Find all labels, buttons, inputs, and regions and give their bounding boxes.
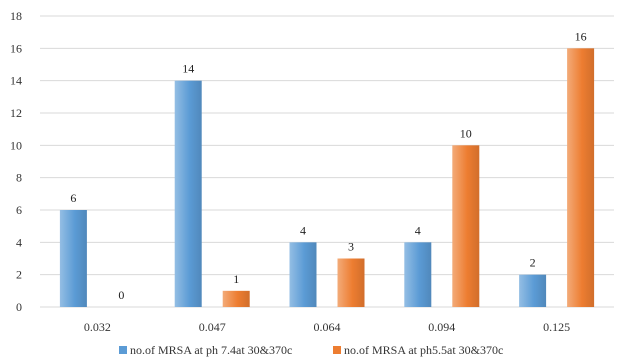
- x-tick-label: 0.064: [314, 320, 341, 334]
- y-tick-label: 2: [16, 268, 22, 282]
- bar-ph5-5-0.047: [222, 290, 250, 307]
- bar-ph7-4-0.047: [174, 80, 202, 308]
- bar-ph7-4-0.094: [404, 242, 432, 307]
- y-tick-label: 8: [16, 171, 22, 185]
- x-tick-label: 0.032: [84, 320, 111, 334]
- bar-ph5-5-0.125: [567, 48, 595, 307]
- y-tick-label: 16: [10, 41, 22, 55]
- data-label: 14: [182, 62, 194, 76]
- data-label: 2: [530, 256, 536, 270]
- data-label: 4: [415, 223, 421, 237]
- data-label: 16: [575, 29, 587, 43]
- x-tick-label: 0.094: [428, 320, 455, 334]
- y-tick-label: 6: [16, 203, 22, 217]
- legend-swatch: [119, 346, 127, 354]
- bars: [59, 48, 595, 308]
- data-label: 1: [233, 272, 239, 286]
- legend-swatch: [333, 346, 341, 354]
- bar-ph5-5-0.094: [452, 145, 480, 307]
- data-label: 0: [118, 288, 124, 302]
- grid-lines: [40, 15, 614, 308]
- legend-label: no.of MRSA at ph5.5at 30&370c: [344, 343, 503, 357]
- bar-ph5-5-0.064: [337, 258, 365, 307]
- y-tick-label: 14: [10, 74, 22, 88]
- data-label: 10: [460, 126, 472, 140]
- y-tick-label: 4: [16, 235, 22, 249]
- bar-ph7-4-0.125: [519, 274, 547, 307]
- y-tick-label: 12: [10, 106, 22, 120]
- data-label: 4: [300, 223, 306, 237]
- y-tick-label: 10: [10, 138, 22, 152]
- bar-ph7-4-0.032: [59, 210, 87, 307]
- data-label: 3: [348, 240, 354, 254]
- x-tick-label: 0.047: [199, 320, 226, 334]
- legend: no.of MRSA at ph 7.4at 30&370c no.of MRSA…: [119, 343, 503, 357]
- y-tick-label: 0: [16, 300, 22, 314]
- x-tick-label: 0.125: [543, 320, 570, 334]
- data-label: 6: [70, 191, 76, 205]
- legend-label: no.of MRSA at ph 7.4at 30&370c: [130, 343, 292, 357]
- y-tick-label: 18: [10, 9, 22, 23]
- bar-ph7-4-0.064: [289, 242, 317, 307]
